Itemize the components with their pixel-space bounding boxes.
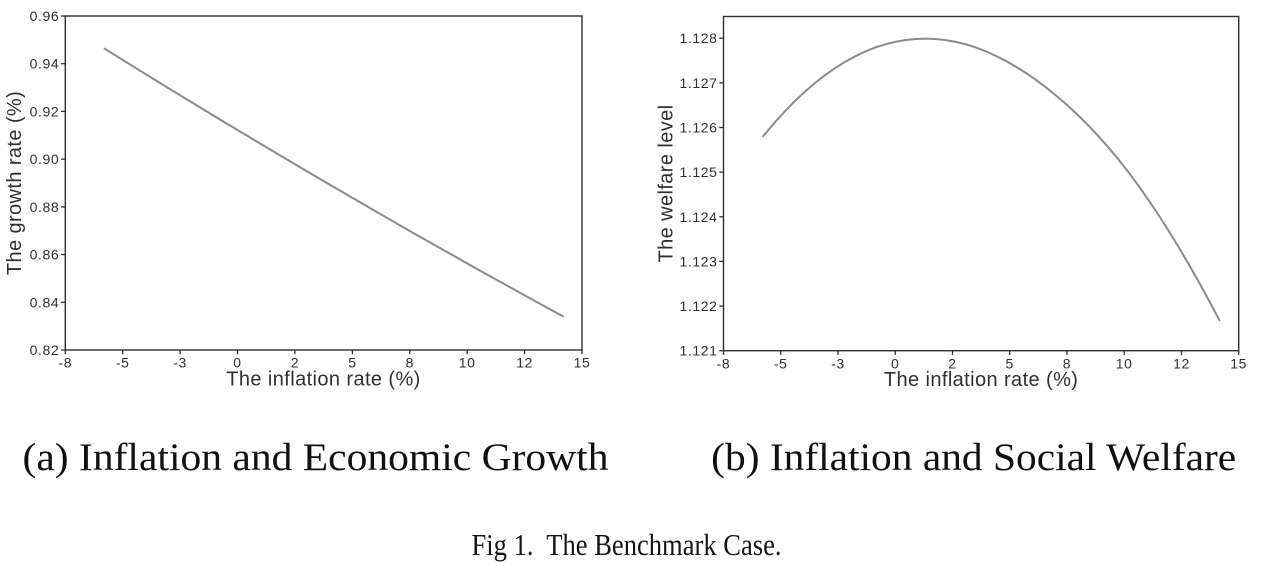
svg-text:0: 0 xyxy=(891,356,899,372)
svg-text:12: 12 xyxy=(516,355,533,371)
svg-text:5: 5 xyxy=(348,355,356,371)
svg-text:15: 15 xyxy=(1230,356,1247,372)
svg-text:0: 0 xyxy=(233,355,241,371)
svg-text:1.124: 1.124 xyxy=(679,209,717,225)
svg-text:1.121: 1.121 xyxy=(679,343,717,359)
svg-text:2: 2 xyxy=(291,355,299,371)
svg-text:-3: -3 xyxy=(173,355,187,371)
svg-text:1.128: 1.128 xyxy=(679,30,717,46)
svg-text:The inflation rate (%): The inflation rate (%) xyxy=(226,369,420,391)
svg-text:1.127: 1.127 xyxy=(679,75,717,91)
svg-text:0.88: 0.88 xyxy=(30,199,60,215)
svg-text:-5: -5 xyxy=(116,355,130,371)
svg-text:0.84: 0.84 xyxy=(30,294,60,310)
svg-text:The growth rate (%): The growth rate (%) xyxy=(4,91,26,275)
svg-text:0.92: 0.92 xyxy=(30,103,60,119)
svg-text:-5: -5 xyxy=(774,356,788,372)
svg-text:The welfare level: The welfare level xyxy=(656,105,678,263)
svg-text:5: 5 xyxy=(1006,356,1014,372)
svg-text:8: 8 xyxy=(1063,356,1071,372)
svg-text:0.86: 0.86 xyxy=(30,247,60,263)
svg-text:10: 10 xyxy=(459,355,476,371)
svg-text:0.90: 0.90 xyxy=(30,151,60,167)
svg-text:15: 15 xyxy=(574,355,591,371)
svg-text:0.94: 0.94 xyxy=(30,56,60,72)
svg-text:(b) Inflation and Social Welfa: (b) Inflation and Social Welfare xyxy=(711,436,1236,479)
svg-text:0.82: 0.82 xyxy=(30,342,60,358)
svg-text:10: 10 xyxy=(1116,356,1133,372)
svg-text:The inflation rate (%): The inflation rate (%) xyxy=(884,369,1078,391)
svg-text:2: 2 xyxy=(948,356,956,372)
svg-text:-8: -8 xyxy=(58,355,72,371)
svg-text:8: 8 xyxy=(406,355,414,371)
svg-text:1.123: 1.123 xyxy=(679,253,717,269)
svg-text:Fig 1. The Benchmark Case.: Fig 1. The Benchmark Case. xyxy=(472,527,782,562)
svg-text:12: 12 xyxy=(1173,356,1190,372)
svg-text:1.126: 1.126 xyxy=(679,120,717,136)
svg-text:0.96: 0.96 xyxy=(30,8,60,24)
svg-text:1.122: 1.122 xyxy=(679,298,717,314)
svg-text:1.125: 1.125 xyxy=(679,164,717,180)
svg-text:-3: -3 xyxy=(831,356,845,372)
svg-text:(a) Inflation and Economic Gro: (a) Inflation and Economic Growth xyxy=(23,436,609,479)
svg-text:-8: -8 xyxy=(717,356,731,372)
